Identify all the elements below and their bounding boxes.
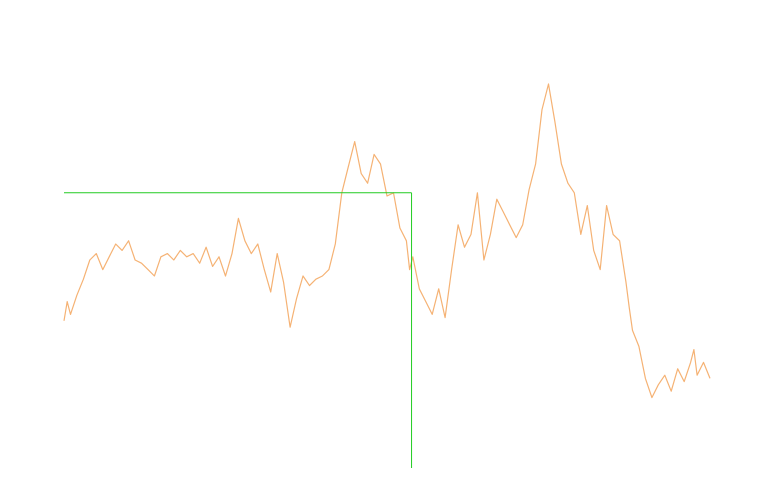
series-line-0	[63, 83, 711, 399]
series-group	[63, 83, 711, 399]
crosshair	[64, 192, 413, 468]
